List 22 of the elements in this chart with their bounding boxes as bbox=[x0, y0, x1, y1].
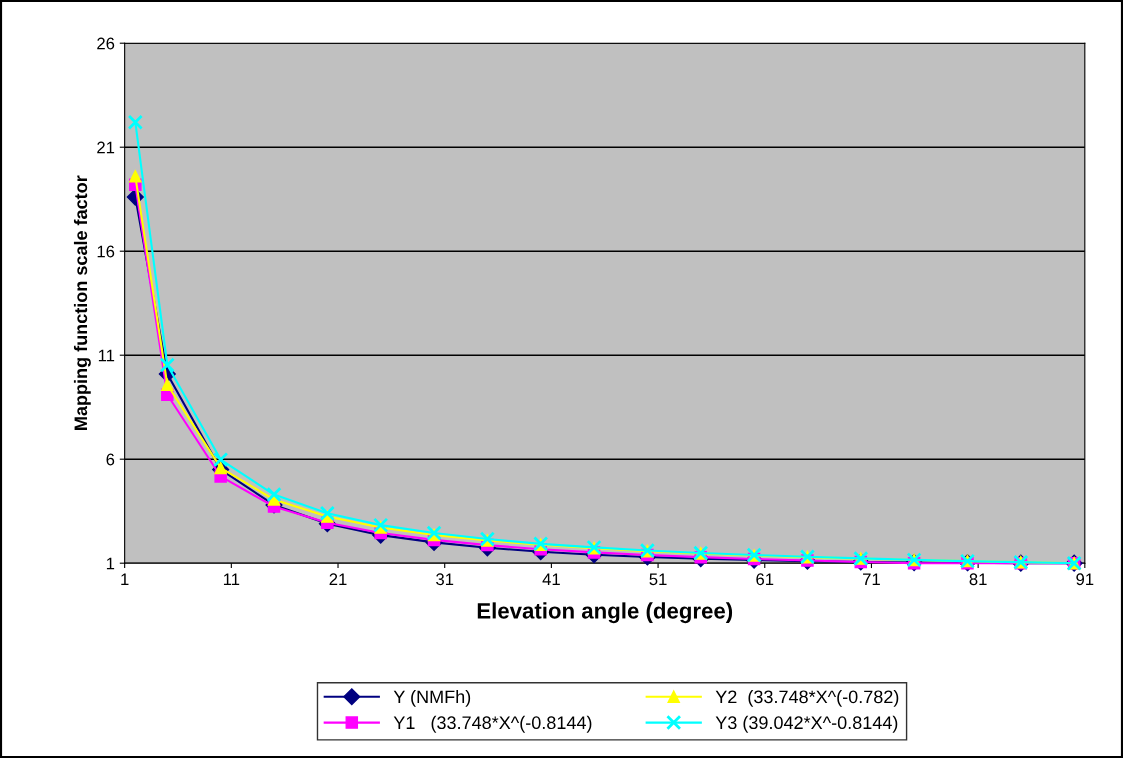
x-axis-title: Elevation angle (degree) bbox=[477, 602, 733, 624]
legend-label: Y3 (39.042*X^-0.8144) bbox=[715, 715, 898, 733]
y-tick-label: 6 bbox=[106, 453, 115, 466]
y-tick-label: 1 bbox=[106, 557, 115, 570]
y-tick-label: 11 bbox=[98, 349, 115, 362]
legend-label: Y1 (33.748*X^(-0.8144) bbox=[393, 715, 592, 733]
x-tick-label: 21 bbox=[329, 573, 347, 585]
x-tick-label: 71 bbox=[863, 573, 880, 585]
y-axis-title: Mapping function scale factor bbox=[73, 175, 91, 430]
x-tick-label: 31 bbox=[436, 573, 454, 586]
x-tick-label: 91 bbox=[1076, 573, 1094, 586]
x-tick-label: 51 bbox=[649, 573, 667, 586]
legend-label: Y (NMFh) bbox=[393, 689, 471, 707]
x-tick-label: 41 bbox=[542, 573, 560, 585]
x-tick-label: 1 bbox=[121, 573, 129, 585]
y-tick-label: 26 bbox=[97, 37, 115, 50]
x-tick-label: 11 bbox=[223, 573, 240, 585]
x-tick-label: 81 bbox=[969, 573, 987, 586]
y-tick-label: 16 bbox=[97, 245, 115, 258]
x-tick-label: 61 bbox=[756, 573, 774, 586]
legend-label: Y2 (33.748*X^(-0.782) bbox=[715, 689, 899, 707]
y-tick-label: 21 bbox=[97, 141, 115, 154]
